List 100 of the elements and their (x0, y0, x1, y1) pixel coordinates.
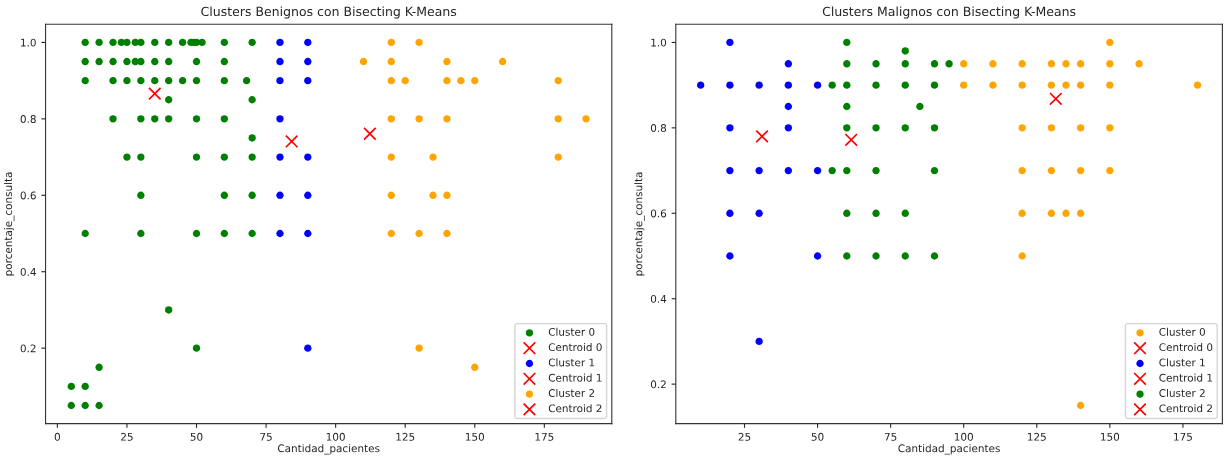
point (1047, 60, 1056, 68)
point (276, 153, 284, 161)
point (726, 124, 734, 132)
x-tick-label: 25 (738, 432, 751, 441)
legend-label: Centroid 1 (1159, 373, 1213, 382)
x-tick-label: 25 (121, 432, 133, 441)
point (1076, 209, 1085, 217)
point (901, 81, 909, 89)
x-tick-label: 175 (1174, 433, 1192, 441)
point (1076, 60, 1085, 68)
point (872, 252, 880, 260)
point (930, 124, 939, 132)
point (1047, 166, 1056, 175)
point (755, 337, 763, 346)
point (387, 115, 395, 123)
point (285, 134, 299, 149)
x-tick-label: 100 (954, 432, 973, 441)
y-tick-label: 0.8 (20, 115, 36, 123)
point (554, 115, 562, 123)
point (784, 124, 793, 132)
point (1106, 38, 1114, 47)
chart-title: Clusters Malignos con Bisecting K-Means (822, 6, 1076, 19)
point (457, 76, 465, 85)
point (843, 102, 851, 111)
point (960, 60, 968, 68)
point (471, 363, 479, 371)
point (276, 38, 284, 47)
point (443, 229, 451, 238)
point (387, 229, 395, 238)
point (872, 209, 880, 217)
point (415, 38, 423, 47)
point (1076, 166, 1085, 175)
point (945, 60, 953, 68)
point (554, 76, 562, 85)
point (726, 81, 734, 89)
chart-title: Clusters Benignos con Bisecting K-Means (201, 6, 457, 19)
y-tick-label: 0.8 (650, 124, 667, 132)
point (843, 38, 851, 47)
point (844, 133, 858, 147)
point (387, 191, 395, 199)
point (872, 124, 880, 132)
point (304, 76, 312, 85)
point (304, 191, 312, 199)
y-tick-label: 0.2 (650, 380, 666, 389)
point (276, 191, 284, 199)
point (148, 86, 162, 101)
point (1062, 81, 1070, 89)
legend-label: Cluster 2 (1159, 388, 1205, 397)
x-tick-label: 75 (260, 433, 272, 441)
x-tick-label: 125 (1027, 432, 1046, 441)
y-axis-title: porcentaje_consulta (634, 172, 645, 276)
point (471, 76, 479, 85)
y-tick-label: 1.0 (21, 38, 36, 47)
point (901, 209, 909, 217)
point (901, 124, 909, 132)
point (755, 81, 763, 89)
point (755, 129, 769, 144)
point (1018, 166, 1026, 175)
point (989, 81, 997, 89)
point (901, 60, 909, 68)
point (498, 57, 507, 66)
point (1106, 166, 1114, 175)
point (1018, 209, 1026, 217)
point (1018, 81, 1026, 89)
x-tick-label: 50 (190, 432, 203, 441)
point (843, 81, 851, 89)
legend-label: Centroid 2 (1159, 404, 1212, 413)
point (1193, 81, 1202, 89)
legend-label: Centroid 0 (1159, 343, 1213, 352)
point (387, 153, 395, 161)
point (813, 252, 822, 260)
legend-label: Centroid 0 (548, 343, 602, 352)
point (755, 209, 763, 217)
point (726, 209, 734, 217)
point (1062, 60, 1070, 68)
point (843, 166, 851, 175)
x-tick-label: 175 (535, 433, 554, 441)
point (304, 153, 312, 161)
point (755, 166, 763, 175)
point (843, 252, 851, 260)
point (930, 81, 939, 89)
point (930, 252, 939, 260)
point (276, 57, 284, 66)
point (784, 81, 793, 89)
point (1076, 401, 1085, 410)
x-tick-label: 125 (396, 432, 415, 441)
point (960, 81, 968, 89)
x-tick-label: 100 (326, 432, 345, 441)
point (415, 115, 423, 123)
point (276, 76, 284, 85)
point (916, 102, 924, 111)
point (1076, 81, 1085, 89)
legend-label: Centroid 2 (548, 404, 602, 413)
legend-label: Centroid 1 (548, 373, 602, 382)
point (429, 191, 437, 199)
point (387, 38, 395, 47)
point (1018, 124, 1026, 132)
point (872, 81, 880, 89)
point (401, 76, 409, 85)
point (1062, 209, 1070, 217)
